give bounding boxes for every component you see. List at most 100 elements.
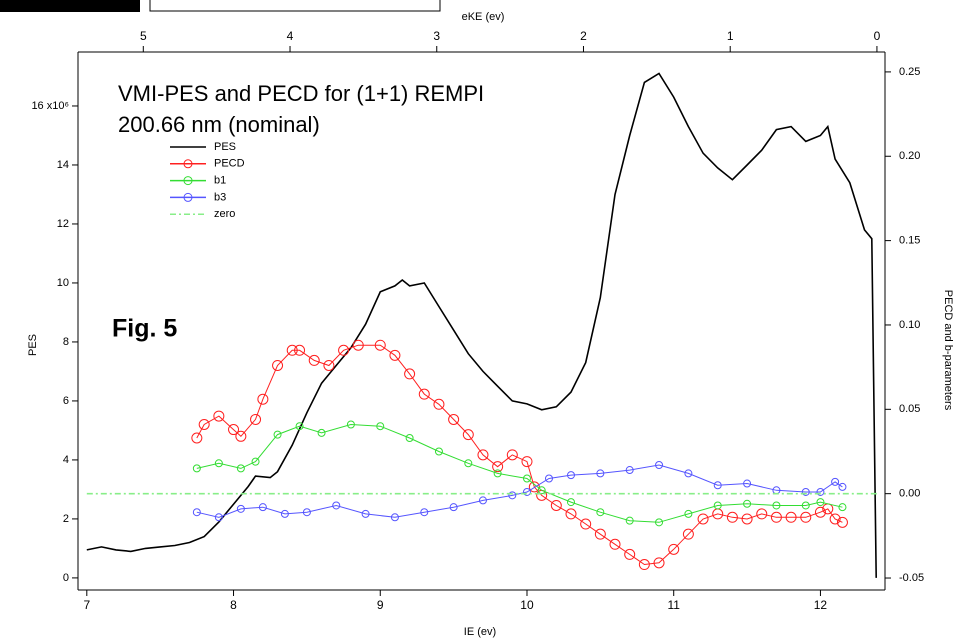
point — [214, 459, 223, 468]
point — [323, 359, 335, 371]
point — [308, 354, 320, 366]
y2-axis-label: PECD and b-parameters — [942, 290, 954, 411]
point — [250, 413, 262, 425]
legend-label: b1 — [214, 175, 226, 187]
point — [294, 344, 306, 356]
series-line — [196, 344, 843, 566]
point — [214, 513, 223, 522]
y-tick-label: 8 — [63, 336, 69, 348]
x-tick-label: 9 — [377, 598, 384, 612]
point — [213, 410, 225, 422]
point — [478, 496, 487, 505]
point — [785, 511, 797, 523]
point — [192, 508, 201, 517]
point — [741, 513, 753, 525]
legend-label: PES — [214, 141, 236, 153]
point — [508, 491, 517, 500]
point — [492, 461, 504, 473]
point — [580, 518, 592, 530]
point — [272, 359, 284, 371]
point — [743, 499, 752, 508]
legend-label: PECD — [214, 158, 245, 170]
x2-tick-label: 4 — [287, 29, 294, 43]
y2-tick-label: 0.05 — [899, 403, 920, 415]
point — [286, 344, 298, 356]
legend-marker — [183, 192, 193, 202]
x2-tick-label: 0 — [874, 29, 881, 43]
point — [405, 433, 414, 442]
point — [838, 503, 847, 512]
point — [567, 498, 576, 507]
point — [493, 469, 502, 478]
point — [756, 508, 768, 520]
series-line — [196, 464, 843, 518]
y-tick-label: 0 — [63, 572, 69, 584]
y-tick-label: 6 — [63, 395, 69, 407]
x-tick-label: 7 — [83, 598, 90, 612]
x2-tick-label: 3 — [433, 29, 440, 43]
point — [770, 511, 782, 523]
point — [522, 487, 531, 496]
point — [625, 466, 634, 475]
point — [609, 538, 621, 550]
point — [522, 474, 531, 483]
chart-subtitle: 200.66 nm (nominal) — [118, 112, 320, 137]
y-axis-label: PES — [27, 334, 39, 356]
x2-tick-label: 1 — [727, 29, 734, 43]
crop-frame — [149, 0, 441, 12]
x-tick-label: 10 — [520, 598, 534, 612]
x-tick-label: 8 — [230, 598, 237, 612]
point — [374, 339, 386, 351]
point — [743, 479, 752, 488]
point — [801, 501, 810, 510]
y-tick-label: 12 — [57, 218, 69, 230]
crop-bar — [0, 0, 140, 12]
point — [236, 464, 245, 473]
point — [625, 516, 634, 525]
point — [506, 449, 518, 461]
point — [801, 487, 810, 496]
point — [596, 469, 605, 478]
point — [653, 557, 665, 569]
y-tick-label: 16 x10⁶ — [31, 100, 69, 112]
point — [434, 447, 443, 456]
point — [521, 456, 533, 468]
x2-tick-label: 2 — [580, 29, 587, 43]
point — [831, 477, 840, 486]
point — [418, 388, 430, 400]
chart-title: VMI-PES and PECD for (1+1) REMPI — [118, 81, 484, 106]
x2-tick-label: 5 — [140, 29, 147, 43]
point — [624, 548, 636, 560]
point — [726, 511, 738, 523]
point — [404, 368, 416, 380]
point — [567, 471, 576, 480]
point — [713, 481, 722, 490]
y2-tick-label: 0.00 — [899, 488, 920, 500]
x-axis-label: IE (ev) — [464, 626, 496, 638]
point — [682, 528, 694, 540]
point — [390, 513, 399, 522]
point — [816, 487, 825, 496]
point — [638, 559, 650, 571]
point — [258, 503, 267, 512]
point — [814, 506, 826, 518]
point — [302, 508, 311, 517]
y2-tick-label: 0.10 — [899, 319, 920, 331]
point — [389, 349, 401, 361]
point — [346, 420, 355, 429]
point — [228, 424, 240, 436]
series-line — [196, 423, 843, 523]
point — [198, 419, 210, 431]
point — [544, 474, 553, 483]
point — [273, 430, 282, 439]
point — [713, 501, 722, 510]
point — [295, 422, 304, 431]
point — [596, 508, 605, 517]
y-tick-label: 2 — [63, 513, 69, 525]
point — [464, 459, 473, 468]
point — [655, 460, 664, 469]
point — [376, 422, 385, 431]
point — [192, 464, 201, 473]
point — [433, 398, 445, 410]
